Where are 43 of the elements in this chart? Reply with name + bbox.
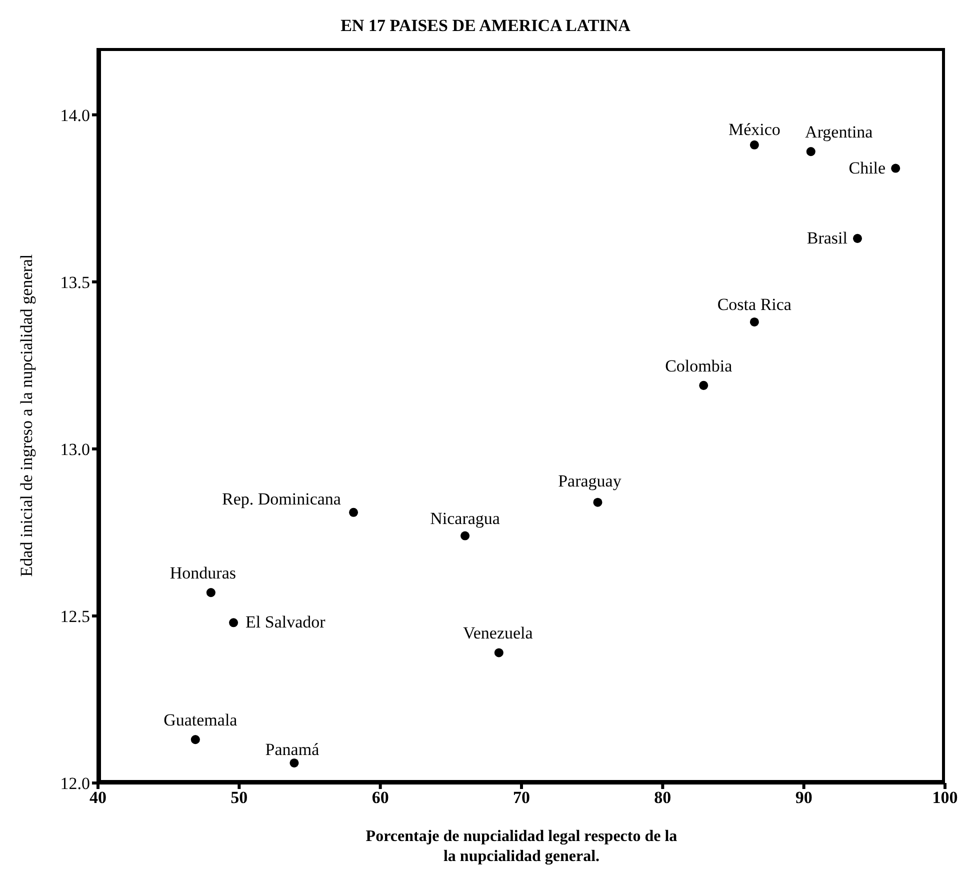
point (806, 147, 816, 156)
annotation: Costa Rica (717, 294, 792, 314)
point (494, 648, 504, 658)
x-tick-label: 70 (513, 788, 530, 808)
annotation: Honduras (170, 564, 236, 583)
annotation: Rep. Dominicana (222, 489, 342, 508)
x-tick-label: 40 (90, 788, 106, 808)
point (190, 735, 200, 744)
point (229, 618, 238, 628)
annotation: Colombia (665, 356, 733, 376)
y-tick-label: 13.0 (60, 440, 90, 459)
annotation: Chile (848, 158, 886, 178)
point (852, 234, 862, 243)
point (750, 317, 759, 326)
y-tick-label: 12.5 (60, 606, 90, 626)
annotation: Paraguay (558, 471, 622, 490)
annotation: Venezuela (462, 624, 534, 643)
x-tick-label: 60 (372, 788, 389, 808)
point (593, 498, 602, 507)
point (460, 531, 470, 540)
x-tick-label: 90 (795, 788, 812, 808)
point (750, 140, 759, 150)
y-tick-label: 14.0 (60, 106, 90, 125)
x-axis-title: Porcentaje de nupcialidad legal respecto de la la nupcialidad general. (366, 828, 678, 865)
x-tick-label: 100 (932, 788, 958, 808)
x-tick-label: 50 (230, 788, 248, 808)
point (699, 380, 708, 390)
annotation: Brasil (806, 228, 848, 248)
annotation: El Salvador (246, 612, 326, 632)
x-tick-label: 80 (654, 788, 672, 808)
annotation: Guatemala (164, 710, 238, 730)
point (349, 508, 358, 517)
annotation: México (728, 120, 780, 139)
chart-title: EN 17 PAISES DE AMERICA LATINA (340, 16, 632, 36)
y-axis-title: Edad inicial de ingreso a la nupcialidad general (17, 254, 36, 577)
point (206, 588, 216, 598)
y-tick-label: 13.5 (60, 272, 90, 292)
point (290, 758, 299, 768)
annotation: Nicaragua (430, 508, 500, 528)
point (891, 164, 900, 173)
annotation: Argentina (805, 122, 874, 142)
annotation: Panamá (265, 740, 320, 759)
y-tick-label: 12.0 (60, 774, 90, 794)
